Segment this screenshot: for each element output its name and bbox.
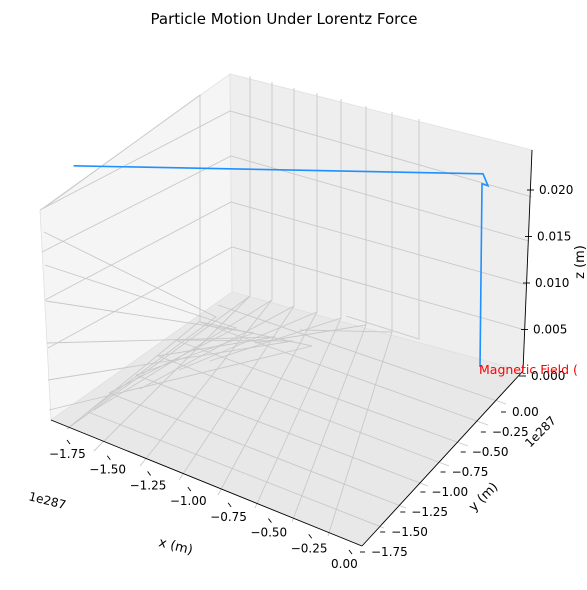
floor-line-5 — [174, 339, 469, 447]
x-tick-mark — [348, 549, 353, 555]
y-axis-line — [361, 370, 524, 547]
x-tick-label: 0.00 — [331, 557, 358, 571]
z-grid-2 — [41, 155, 530, 253]
x-tick-label: −1.75 — [49, 447, 86, 461]
floor-yline-5 — [254, 317, 342, 509]
y-tick-label: −1.00 — [431, 485, 468, 499]
y-grid-5 — [46, 336, 276, 357]
floor-yline-4 — [217, 311, 318, 496]
z-grid-3 — [44, 201, 528, 301]
x-axis-label: x (m) — [157, 535, 194, 558]
y-grid-7 — [48, 321, 313, 411]
floor-line-3 — [135, 374, 429, 487]
floor-line-7 — [217, 304, 507, 405]
z-axis: 0.000 0.005 0.010 0.015 0.020 z (m) — [519, 149, 587, 383]
x-axis: −1.75−1.50−1.25−1.00−0.75−0.50−0.250.00 … — [27, 419, 363, 571]
y-grid-6 — [47, 339, 294, 381]
x-tick-mark — [268, 518, 272, 523]
y-grid-3 — [44, 264, 238, 394]
trajectory-line — [73, 165, 490, 368]
y-tick-label: −0.50 — [472, 445, 509, 459]
z-axis-line — [522, 149, 533, 372]
x-axis-line — [50, 419, 363, 547]
y-tick-label: 0.00 — [512, 405, 539, 419]
x-tick-mark — [227, 502, 232, 508]
floor-yline-3 — [178, 305, 295, 481]
floor-line-2 — [108, 392, 407, 509]
y-grid-2 — [43, 231, 217, 413]
x-offset-label: 1e287 — [27, 489, 67, 512]
x-tick-mark — [187, 486, 192, 492]
z-tick-label: 0.000 — [531, 369, 565, 383]
x-tick-mark — [106, 455, 111, 460]
chart-title: Particle Motion Under Lorentz Force — [151, 10, 418, 28]
x-tick-mark — [147, 471, 151, 476]
floor-yline-2 — [139, 299, 273, 467]
x-tick-label: −1.00 — [170, 494, 207, 508]
z-tick-label: 0.005 — [533, 323, 567, 337]
x-tick-label: −0.75 — [210, 510, 247, 524]
x-tick-mark — [66, 439, 71, 445]
z-tick-label: 0.015 — [537, 230, 571, 244]
floor-line-4 — [157, 355, 450, 467]
z-grid-1 — [39, 110, 533, 211]
y-tick-label: −1.25 — [411, 505, 448, 519]
y-grid-1 — [43, 94, 201, 430]
x-grid-8 — [345, 119, 420, 340]
x-tick-label: −0.25 — [291, 541, 328, 555]
floor-yline-1 — [93, 295, 251, 452]
floor-yline-7 — [327, 331, 393, 537]
x-tick-label: −0.50 — [250, 526, 287, 540]
floor-line-6 — [199, 321, 489, 426]
grid-lines — [39, 76, 533, 537]
axes-panes — [39, 73, 533, 547]
y-tick-label: −0.75 — [452, 465, 489, 479]
y-grid-4 — [45, 300, 255, 376]
z-grid-4 — [47, 246, 526, 349]
floor-line-1 — [87, 411, 385, 529]
y-tick-label: −1.75 — [371, 545, 408, 559]
z-tick-label: 0.020 — [539, 183, 573, 197]
x-tick-mark — [308, 534, 313, 539]
y-axis-label: y (m) — [466, 480, 501, 515]
z-axis-label: z (m) — [573, 245, 587, 279]
x-tick-label: −1.25 — [130, 478, 167, 492]
y-tick-label: −1.50 — [391, 525, 428, 539]
magnetic-field-annotation: Magnetic Field ( — [479, 362, 578, 377]
y-tick-label: −0.25 — [492, 425, 529, 439]
floor-yline-6 — [291, 324, 367, 523]
x-tick-label: −1.50 — [89, 463, 126, 477]
z-tick-label: 0.010 — [535, 276, 569, 290]
